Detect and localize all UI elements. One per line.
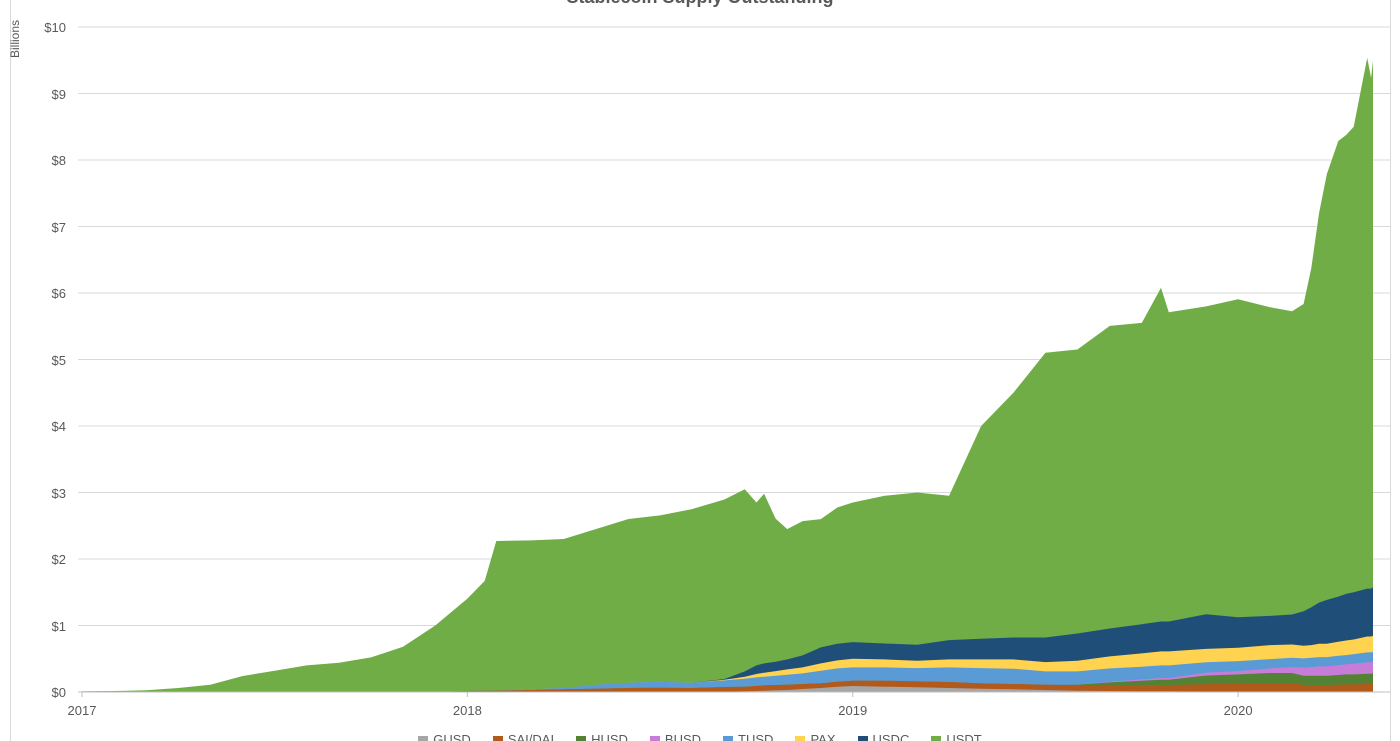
legend-label: BUSD: [664, 732, 702, 741]
legend-label: PAX: [810, 732, 836, 741]
legend-swatch-icon: [576, 735, 587, 741]
y-tick-label-0: $0: [51, 685, 66, 700]
y-tick-label-4: $4: [51, 419, 66, 434]
legend-label: TUSD: [738, 732, 774, 741]
area-tusd: [82, 651, 1373, 692]
legend-item-gusd: GUSD: [418, 733, 471, 741]
legend-item-tusd: TUSD: [723, 733, 773, 741]
legend-item-usdc: USDC: [857, 732, 910, 741]
y-tick-label-9: $9: [51, 86, 66, 102]
chart-title: Stablecoin Supply Outstanding: [0, 0, 1400, 8]
legend-label: GUSD: [433, 732, 471, 741]
legend-swatch-icon: [418, 735, 429, 741]
legend-swatch-icon: [492, 735, 503, 741]
legend-label: SAI/DAI: [507, 732, 555, 741]
legend-item-sai-dai: SAI/DAI: [492, 732, 555, 741]
legend-swatch-icon: [857, 735, 868, 741]
legend-swatch-icon: [649, 735, 660, 741]
legend-item-pax: PAX: [795, 732, 836, 741]
y-tick-label-8: $8: [51, 153, 66, 168]
y-tick-label-10: $10: [44, 20, 66, 35]
chart-frame-border-right: [1390, 0, 1391, 741]
area-gusd: [82, 686, 1373, 692]
y-tick-label-5: $5: [51, 352, 66, 368]
legend-swatch-icon: [723, 735, 734, 741]
legend-swatch-icon: [931, 735, 942, 741]
legend-label: HUSD: [591, 732, 628, 741]
legend-label: USDC: [872, 732, 910, 741]
area-sai-dai: [82, 680, 1373, 692]
chart-frame-border-left: [10, 0, 11, 741]
legend-item-usdt: USDT: [931, 732, 982, 741]
x-tick-label-2017: 2017: [67, 703, 97, 718]
legend-label: USDT: [946, 732, 982, 741]
x-tick-label-2020: 2020: [1223, 703, 1253, 718]
y-tick-label-1: $1: [51, 618, 66, 634]
area-usdt: [82, 57, 1373, 692]
x-tick-label-2018: 2018: [452, 703, 482, 718]
chart-legend: GUSD SAI/DAI HUSD BUSD TUSD PAX USDC USDT: [0, 733, 1400, 741]
y-tick-label-7: $7: [51, 219, 66, 235]
legend-swatch-icon: [795, 735, 806, 741]
y-tick-label-6: $6: [51, 286, 66, 301]
y-tick-label-2: $2: [51, 552, 66, 567]
y-tick-label-3: $3: [51, 485, 66, 501]
legend-item-husd: HUSD: [576, 733, 628, 741]
x-tick-label-2019: 2019: [838, 703, 868, 718]
legend-item-busd: BUSD: [649, 732, 702, 741]
